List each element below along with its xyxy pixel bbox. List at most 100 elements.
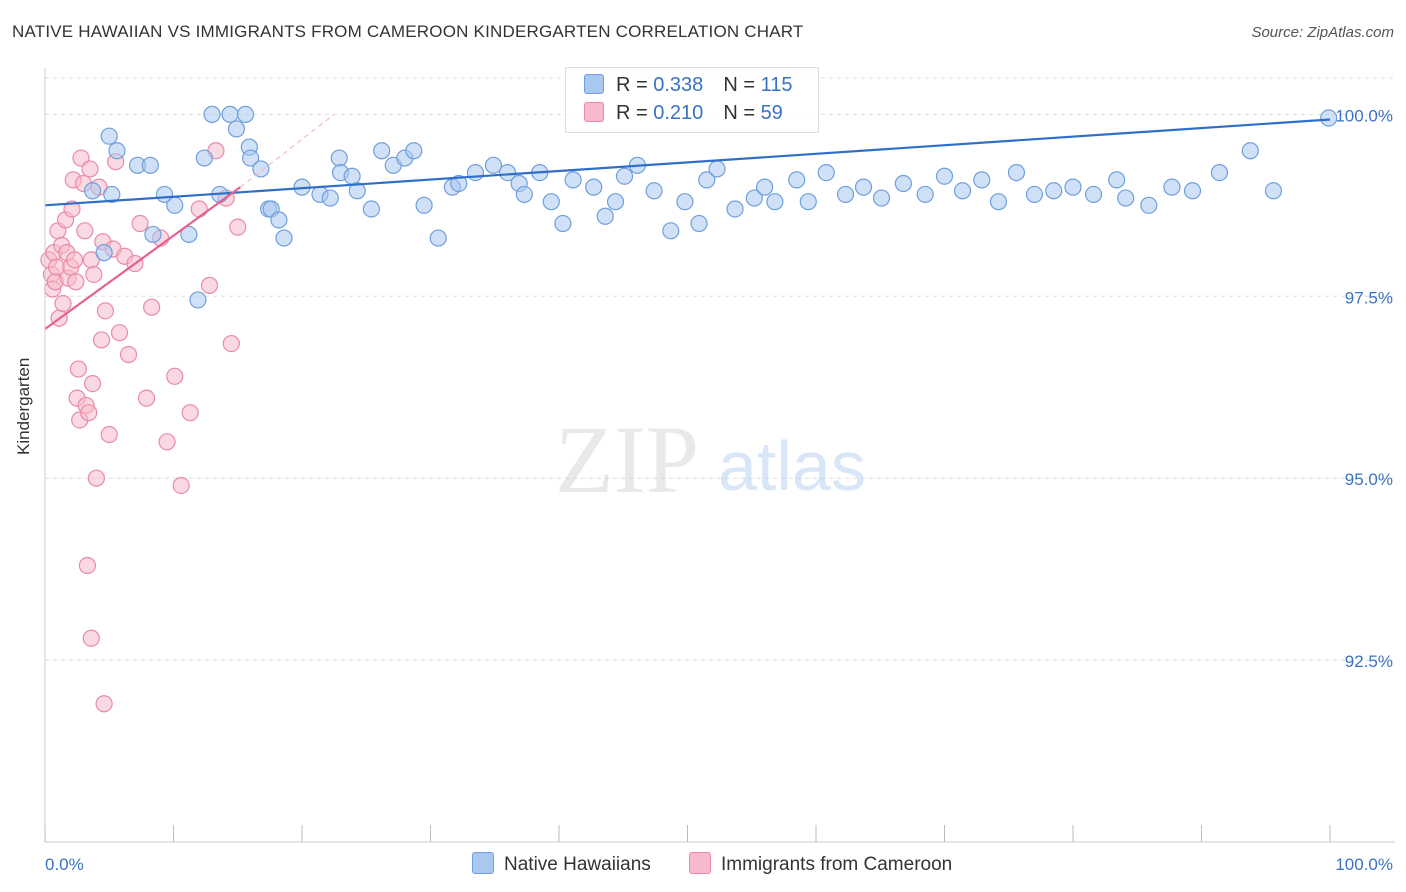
native-hawaiian-point	[662, 222, 680, 240]
trend-lines	[44, 113, 1331, 330]
native-hawaiian-point	[745, 189, 763, 207]
native-hawaiian-point	[189, 291, 207, 309]
native-hawaiian-point	[362, 200, 380, 218]
native-hawaiian-point	[564, 171, 582, 189]
native-hawaiian-point	[242, 149, 260, 167]
chart-title: NATIVE HAWAIIAN VS IMMIGRANTS FROM CAMER…	[12, 22, 804, 41]
native-hawaiian-point	[1025, 185, 1044, 204]
native-hawaiian-point	[916, 185, 934, 204]
native-hawaiian-point	[585, 178, 603, 196]
native-hawaiian-point	[788, 171, 806, 189]
native-hawaiian-point	[935, 167, 954, 185]
native-hawaiian-point	[236, 105, 255, 123]
legend-row-native-hawaiians: R = 0.338 N = 115	[584, 74, 792, 100]
native-hawaiian-point	[676, 193, 694, 211]
cameroon-point	[54, 294, 72, 313]
cameroon-point	[166, 367, 184, 385]
bottom-legend-label: Immigrants from Cameroon	[721, 854, 953, 875]
cameroon-point	[67, 273, 85, 291]
native-hawaiian-point	[698, 171, 716, 189]
native-hawaiian-point	[1064, 178, 1082, 196]
native-hawaiian-point	[330, 149, 348, 167]
cameroon-point	[158, 433, 176, 451]
cameroon-point	[78, 556, 97, 575]
cameroon-point	[83, 375, 102, 393]
watermark-atlas: atlas	[718, 427, 866, 505]
native-hawaiian-point	[606, 193, 625, 211]
bottom-legend-swatch-pink	[689, 852, 711, 874]
native-hawaiian-point	[95, 244, 113, 262]
native-hawaiian-point	[766, 193, 784, 211]
watermark: ZIP atlas	[555, 406, 866, 513]
native-hawaiian-point	[542, 193, 560, 211]
bottom-legend-native-hawaiians: Native Hawaiians	[472, 852, 651, 876]
cameroon-point	[137, 389, 156, 407]
cameroon-trend-line	[44, 186, 241, 330]
native-hawaiian-point	[596, 207, 614, 225]
cameroon-point	[95, 695, 113, 713]
native-hawaiian-point	[180, 225, 198, 244]
native-hawaiian-point	[726, 200, 744, 218]
cameroon-point	[82, 629, 100, 647]
native-hawaiian-point	[1117, 189, 1135, 207]
cameroon-point	[69, 360, 88, 378]
y-tick-label: 92.5%	[1345, 652, 1393, 671]
y-tick-label: 100.0%	[1335, 106, 1393, 125]
cameroon-point	[190, 200, 208, 218]
cameroon-point	[92, 331, 111, 349]
native-hawaiian-point	[755, 178, 774, 196]
native-hawaiian-point	[450, 174, 468, 193]
native-hawaiian-point	[690, 214, 708, 233]
native-hawaiian-point	[1264, 182, 1283, 200]
legend-swatch-pink	[584, 102, 604, 122]
native-hawaiian-point	[1163, 178, 1181, 196]
native-hawaiian-point	[645, 182, 663, 200]
native-hawaiian-point	[894, 174, 912, 193]
native-hawaiian-point	[141, 156, 159, 174]
native-hawaiian-point	[973, 171, 991, 189]
native-hawaiian-point	[872, 189, 891, 207]
cameroon-point	[81, 160, 99, 178]
native-hawaiian-point	[836, 185, 855, 204]
cameroon-point	[143, 298, 161, 316]
native-hawaiian-point	[343, 167, 361, 185]
legend-n-value: 59	[760, 102, 783, 124]
native-hawaiian-point	[708, 160, 726, 178]
native-hawaiian-point	[799, 193, 817, 211]
cameroon-point	[85, 265, 103, 284]
native-hawaiian-point	[275, 229, 293, 247]
native-hawaiian-point	[1007, 163, 1026, 182]
native-hawaiian-point	[953, 182, 972, 200]
native-hawaiian-point	[1183, 182, 1202, 200]
native-hawaiian-point	[854, 178, 873, 196]
native-hawaiian-point	[484, 156, 503, 174]
axes: 100.0% 97.5% 95.0% 92.5% 0.0% 100.0%	[44, 68, 1395, 874]
cameroon-point	[181, 404, 199, 422]
legend-row-cameroon: R = 0.210 N = 59	[584, 102, 783, 128]
cameroon-point	[76, 222, 94, 240]
native-hawaiian-point	[1108, 171, 1126, 189]
native-hawaiian-point	[83, 182, 102, 200]
native-hawaiian-point	[103, 185, 121, 204]
cameroon-point	[65, 251, 84, 269]
bottom-legend-swatch-blue	[472, 852, 494, 874]
native-hawaiian-point	[321, 189, 339, 207]
x-tick-label-min: 0.0%	[45, 855, 84, 874]
cameroon-point	[222, 334, 240, 353]
native-hawaiian-point	[203, 105, 221, 123]
native-hawaiians-trend-line	[44, 118, 1331, 207]
cameroon-point	[100, 425, 118, 444]
native-hawaiian-point	[221, 105, 239, 123]
legend-r-label: R =	[616, 74, 654, 96]
cameroon-point	[96, 302, 114, 320]
source-credit: Source: ZipAtlas.com	[1251, 24, 1394, 41]
legend-r-value: 0.338	[653, 74, 704, 96]
y-axis-title: Kindergarten	[14, 357, 33, 455]
watermark-zip: ZIP	[555, 406, 699, 513]
native-hawaiian-point	[373, 142, 391, 160]
cameroon-point	[131, 214, 149, 233]
native-hawaiian-point	[405, 142, 423, 160]
native-hawaiian-point	[270, 211, 288, 229]
legend-r-label: R =	[616, 102, 654, 124]
native-hawaiian-point	[108, 142, 126, 160]
